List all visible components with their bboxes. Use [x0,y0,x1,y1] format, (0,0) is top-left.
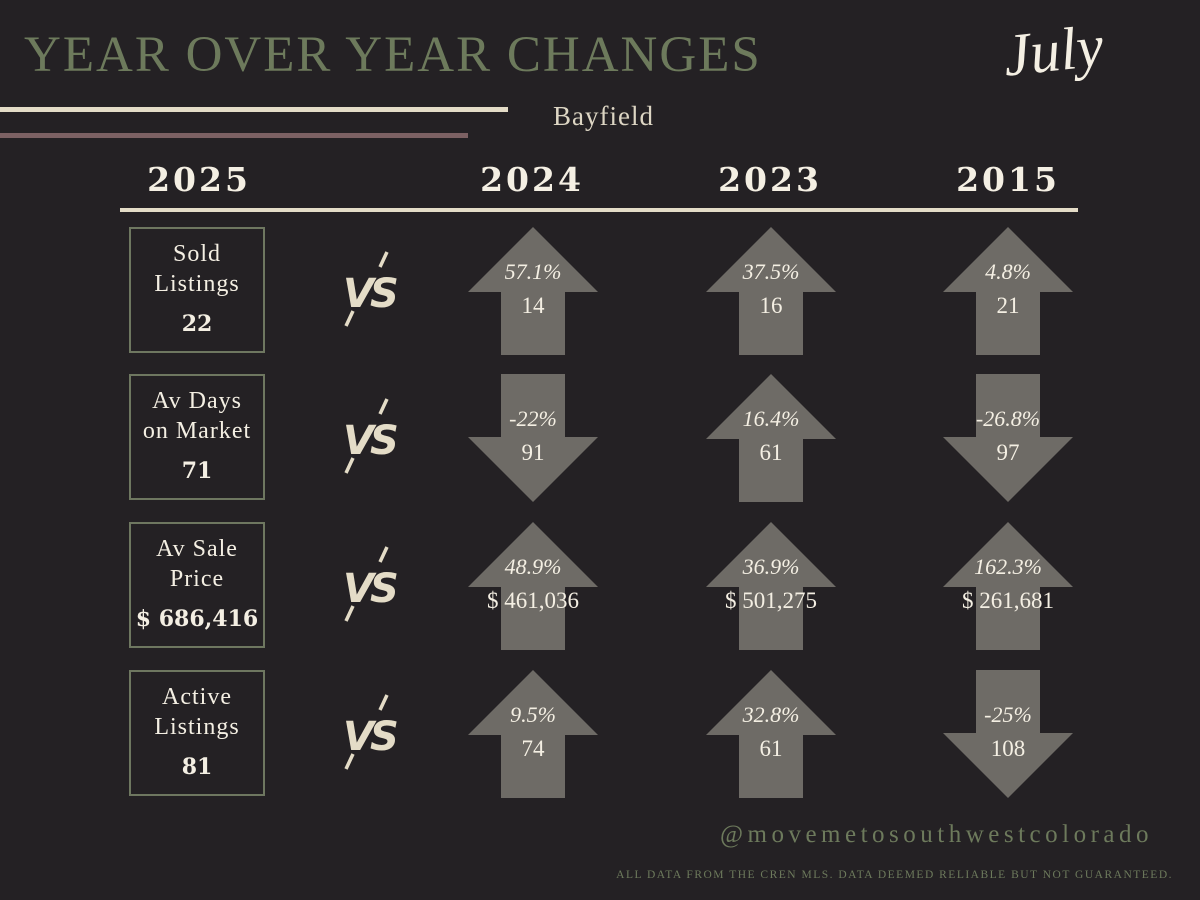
change-percent: 16.4% [742,406,800,431]
vs-text: VS [343,714,397,760]
comparison-value: $ 261,681 [962,588,1054,613]
comparison-value: 97 [996,440,1020,465]
social-handle: @movemetosouthwestcolorado [719,821,1153,848]
change-percent: 48.9% [504,554,562,579]
metric-value: 22 [181,311,213,337]
comparison-cell: -26.8% 97 [943,374,1073,502]
disclaimer: ALL DATA FROM THE CREN MLS. DATA DEEMED … [616,869,1173,881]
year-comparison-3: 2015 [956,160,1060,199]
comparison-cell: 16.4% 61 [706,374,836,502]
comparison-value: 108 [990,736,1026,761]
arrow-down-icon [943,374,1073,502]
arrow-up-icon [943,227,1073,355]
comparison-value: 61 [759,736,783,761]
comparison-value: $ 501,275 [725,588,817,613]
metric-box-av-days-on-market: Av Days on Market 71 [129,374,265,500]
comparison-value: $ 461,036 [487,588,579,613]
decorative-line-mauve [0,133,468,138]
arrow-up-icon [468,670,598,798]
header-divider [120,208,1078,212]
arrow-up-icon [706,374,836,502]
comparison-cell: -22% 91 [468,374,598,502]
metric-value: 81 [181,754,213,780]
comparison-cell: 4.8% 21 [943,227,1073,355]
year-current: 2025 [147,160,251,199]
comparison-value: 16 [759,293,783,318]
vs-text: VS [343,566,397,612]
comparison-cell: 57.1% 14 [468,227,598,355]
arrow-up-icon [943,522,1073,650]
change-percent: 37.5% [742,259,800,284]
change-percent: 57.1% [504,259,562,284]
comparison-cell: 32.8% 61 [706,670,836,798]
change-percent: 162.3% [974,554,1042,579]
vs-badge: VS [340,249,401,329]
metric-label: Av Sale Price [156,536,238,592]
comparison-cell: 48.9% $ 461,036 [468,522,598,650]
metric-box-sold-listings: Sold Listings 22 [129,227,265,353]
arrow-up-icon [706,227,836,355]
comparison-cell: 162.3% $ 261,681 [943,522,1073,650]
vs-badge: VS [340,692,401,772]
change-percent: 32.8% [742,702,800,727]
vs-text: VS [343,271,397,317]
comparison-value: 21 [996,293,1020,318]
area-label: Bayfield [553,101,654,131]
change-percent: -26.8% [975,406,1041,431]
arrow-up-icon [706,522,836,650]
comparison-value: 74 [521,736,545,761]
arrow-up-icon [706,670,836,798]
vs-text: VS [343,418,397,464]
comparison-value: 61 [759,440,783,465]
metric-box-av-sale-price: Av Sale Price $ 686,416 [129,522,265,648]
metric-label: Active Listings [154,684,240,740]
arrow-down-icon [468,374,598,502]
vs-badge: VS [340,396,401,476]
change-percent: 4.8% [985,259,1031,284]
year-comparison-2: 2023 [718,160,822,199]
arrow-down-icon [943,670,1073,798]
change-percent: -22% [509,406,557,431]
year-comparison-1: 2024 [480,160,584,199]
arrow-up-icon [468,522,598,650]
metric-label: Av Days on Market [142,388,252,444]
metric-value: $ 686,416 [135,606,259,632]
month-label: July [1000,12,1107,89]
change-percent: -25% [984,702,1032,727]
comparison-cell: 36.9% $ 501,275 [706,522,836,650]
arrow-up-icon [468,227,598,355]
comparison-cell: 37.5% 16 [706,227,836,355]
metric-label: Sold Listings [154,241,240,297]
decorative-line-cream [0,107,508,112]
comparison-cell: 9.5% 74 [468,670,598,798]
vs-badge: VS [340,544,401,624]
change-percent: 9.5% [510,702,556,727]
metric-value: 71 [181,458,213,484]
comparison-cell: -25% 108 [943,670,1073,798]
comparison-value: 91 [521,440,545,465]
page-title: YEAR OVER YEAR CHANGES [24,27,762,83]
change-percent: 36.9% [742,554,800,579]
metric-box-active-listings: Active Listings 81 [129,670,265,796]
comparison-value: 14 [521,293,545,318]
